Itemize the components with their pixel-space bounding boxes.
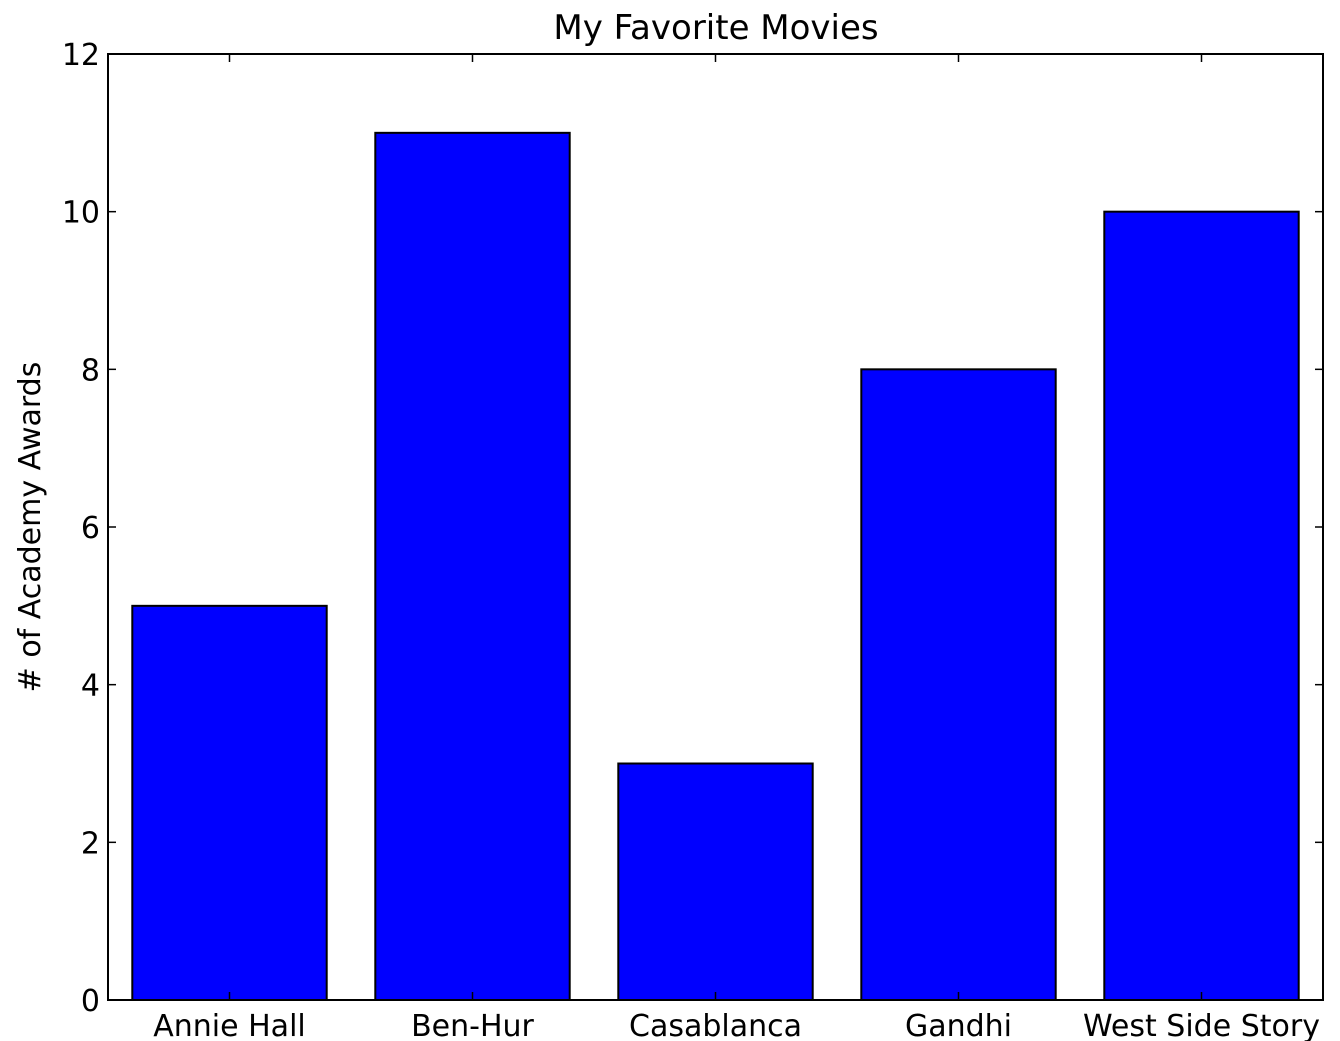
y-tick-label: 0 — [81, 984, 100, 1019]
y-tick-label: 2 — [81, 826, 100, 861]
y-tick-label: 12 — [62, 38, 100, 73]
bar-casablanca — [617, 762, 814, 1001]
x-tick-label: Ben-Hur — [411, 1009, 534, 1041]
x-tick-label: West Side Story — [1083, 1009, 1320, 1041]
chart-title: My Favorite Movies — [553, 8, 878, 48]
y-tick-label: 4 — [81, 669, 100, 704]
bar-west-side-story — [1103, 210, 1300, 1001]
y-axis: 0 2 4 6 8 10 12 — [62, 38, 1323, 1019]
y-tick-label: 8 — [81, 353, 100, 388]
x-tick-label: Casablanca — [629, 1009, 802, 1041]
y-tick-label: 10 — [62, 196, 100, 231]
bars-layer — [131, 131, 1300, 1002]
x-tick-label: Gandhi — [905, 1009, 1012, 1041]
bar-ben-hur — [374, 131, 571, 1002]
x-tick-label: Annie Hall — [153, 1009, 306, 1041]
bar-gandhi — [860, 368, 1057, 1002]
y-axis-label: # of Academy Awards — [13, 362, 48, 693]
y-tick-label: 6 — [81, 511, 100, 546]
bar-annie-hall — [131, 604, 328, 1001]
x-axis: Annie Hall Ben-Hur Casablanca Gandhi West Si… — [153, 54, 1320, 1041]
